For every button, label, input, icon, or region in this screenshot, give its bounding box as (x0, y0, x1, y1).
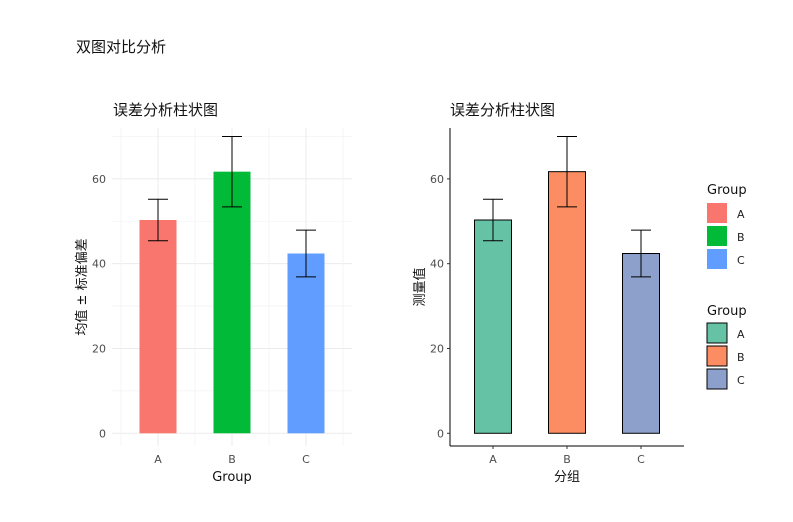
panel2-legend-label-A: A (737, 328, 745, 341)
panel2-chart-title: 误差分析柱状图 (450, 101, 555, 119)
panel1-bar-C (287, 253, 325, 434)
panel2-x-axis-label: 分组 (554, 470, 580, 485)
panel1-y-tick-label: 20 (92, 342, 106, 355)
panel1-legend-label-C: C (737, 254, 745, 267)
panel2-x-tick-label: A (489, 453, 497, 466)
panel2-x-tick-label: C (637, 453, 645, 466)
panel1-bar-B (213, 171, 251, 434)
panel2-x-tick-label: B (563, 453, 571, 466)
panel1-legend-key-C (707, 249, 727, 269)
panel1-legend-key-B (707, 226, 727, 246)
panel1-y-axis-label: 均值 ± 标准偏差 (74, 238, 90, 335)
panel2-bar-A (474, 219, 512, 434)
page-title: 双图对比分析 (76, 38, 167, 56)
panel2-legend-key-A (706, 322, 728, 344)
panel2-legend-key-C (706, 368, 728, 390)
panel1-y-tick-label: 60 (92, 173, 106, 186)
panel2-legend-label-B: B (737, 351, 745, 364)
panel2-y-tick-label: 20 (430, 342, 444, 355)
panel2-y-tick-label: 0 (437, 427, 444, 440)
panel2-bar-C (622, 253, 660, 434)
panel1-x-tick-label: B (228, 453, 236, 466)
panel2-legend-label-C: C (737, 374, 745, 387)
panel1-legend-label-B: B (737, 231, 745, 244)
panel1-legend-key-A (707, 203, 727, 223)
panel1-bar-A (139, 220, 177, 434)
panel2-legend-title: Group (707, 304, 747, 319)
panel2-bar-B (548, 171, 586, 434)
panel2-y-tick-label: 60 (430, 173, 444, 186)
panel1-legend-label-A: A (737, 208, 745, 221)
panel2-y-axis-label: 测量值 (412, 267, 428, 306)
panel1-legend-title: Group (707, 183, 747, 198)
panel1-chart-title: 误差分析柱状图 (113, 101, 218, 119)
panel1-x-axis-label: Group (212, 470, 252, 485)
panel1-x-tick-label: A (154, 453, 162, 466)
panel2-legend-key-B (706, 345, 728, 367)
panel1-y-tick-label: 0 (99, 427, 106, 440)
panel1-x-tick-label: C (302, 453, 310, 466)
panel1-y-tick-label: 40 (92, 258, 106, 271)
panel2-y-tick-label: 40 (430, 258, 444, 271)
